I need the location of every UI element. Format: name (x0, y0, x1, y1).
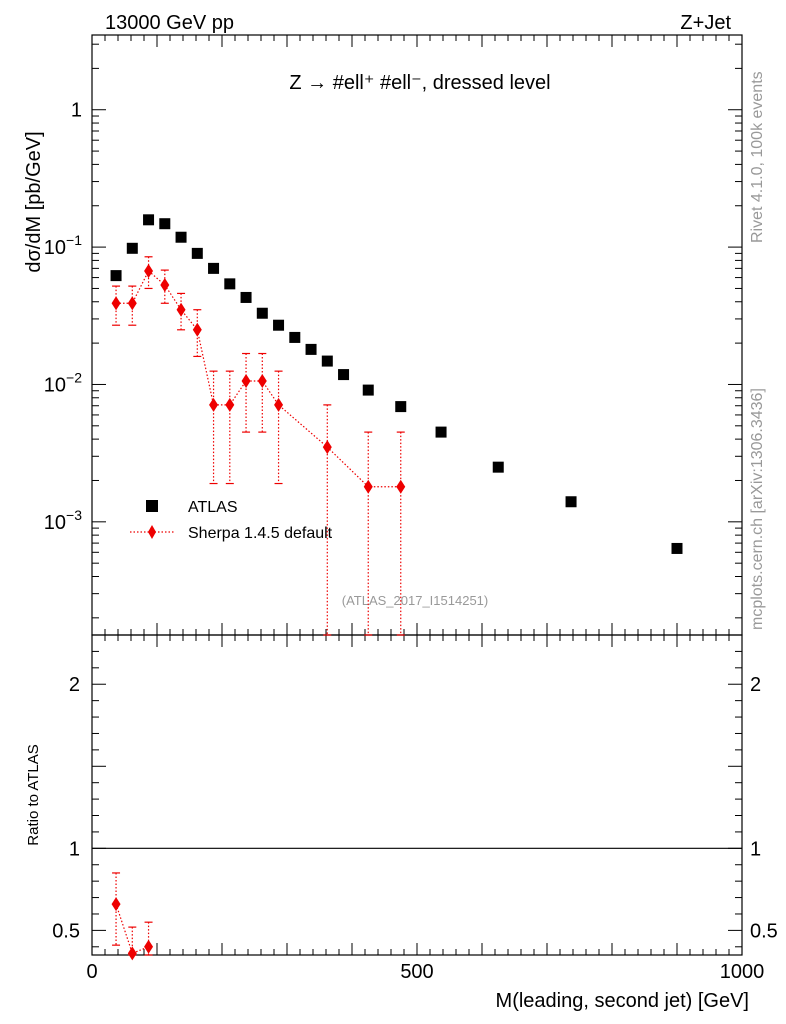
sherpa-point (396, 479, 406, 494)
main-plot-frame (91, 34, 743, 636)
sherpa-point (225, 397, 235, 412)
header-left: 13000 GeV pp (105, 12, 234, 34)
atlas-point (273, 319, 285, 331)
atlas-point (110, 270, 122, 282)
atlas-series (110, 214, 683, 554)
atlas-point (565, 496, 577, 508)
ratio-tick-label-right: 0.5 (750, 920, 778, 942)
sherpa-point (274, 397, 284, 412)
ratio-tick-label-left: 0.5 (52, 920, 80, 942)
header-right: Z+Jet (680, 12, 731, 34)
x-tick-label: 1000 (720, 961, 765, 983)
atlas-point (191, 247, 203, 259)
legend-atlas-label: ATLAS (188, 499, 238, 516)
sherpa-series (111, 256, 406, 636)
atlas-point (126, 242, 138, 254)
y-tick-label: 1 (71, 100, 82, 122)
ratio-series (111, 872, 154, 961)
legend-sherpa-marker (148, 525, 156, 539)
ratio-tick-label-right: 2 (750, 674, 761, 696)
legend-atlas-marker (146, 500, 158, 512)
sherpa-point (144, 263, 154, 278)
ratio-plot-frame (91, 634, 743, 956)
sherpa-point (322, 440, 332, 455)
atlas-point (289, 331, 301, 343)
legend: ATLAS Sherpa 1.4.5 default (130, 499, 333, 542)
x-axis-title: M(leading, second jet) [GeV] (496, 990, 749, 1012)
sherpa-point (363, 479, 373, 494)
atlas-point (395, 401, 407, 413)
y-tick-label: 10−1 (44, 232, 82, 259)
atlas-point (224, 278, 236, 290)
ratio-point (144, 939, 154, 954)
sherpa-point (209, 397, 219, 412)
ratio-tick-labels: 0.5 0.5 1 1 2 2 (52, 674, 778, 942)
atlas-point (338, 369, 350, 381)
atlas-point (175, 231, 187, 243)
plot-title: Z → #ell⁺ #ell⁻, dressed level (289, 72, 550, 94)
sherpa-point (192, 322, 202, 337)
sherpa-point (257, 373, 267, 388)
analysis-label: (ATLAS_2017_I1514251) (342, 593, 488, 608)
atlas-point (321, 355, 333, 367)
y-tick-labels: 10−3 10−2 10−1 1 (44, 100, 82, 534)
x-tick-labels: 0 500 1000 (86, 961, 764, 983)
atlas-point (256, 307, 268, 319)
rivet-version-label: Rivet 4.1.0, 100k events (749, 71, 766, 243)
ratio-point (127, 946, 137, 961)
main-axis-ticks (91, 35, 743, 635)
atlas-point (305, 343, 317, 355)
legend-sherpa-label: Sherpa 1.4.5 default (188, 525, 333, 542)
ratio-tick-label-right: 1 (750, 838, 761, 860)
atlas-point (671, 542, 683, 554)
sherpa-point (111, 296, 121, 311)
sherpa-line (116, 270, 401, 488)
ratio-point (111, 897, 121, 912)
atlas-point (435, 426, 447, 438)
sherpa-point (127, 296, 137, 311)
atlas-point (362, 384, 374, 396)
ratio-axis-ticks (91, 634, 743, 955)
sherpa-point (176, 302, 186, 317)
sherpa-point (160, 277, 170, 292)
atlas-point (492, 461, 504, 473)
y-tick-label: 10−3 (44, 507, 82, 534)
y-axis-title: dσ/dM [pb/GeV] (23, 131, 45, 272)
ratio-y-axis-title: Ratio to ATLAS (25, 744, 42, 845)
sherpa-point (241, 373, 251, 388)
ratio-line (115, 903, 149, 955)
x-tick-label: 0 (86, 961, 97, 983)
ratio-tick-label-left: 2 (69, 674, 80, 696)
atlas-point (240, 291, 252, 303)
atlas-point (159, 218, 171, 230)
atlas-point (208, 262, 220, 274)
x-tick-label: 500 (400, 961, 433, 983)
y-tick-label: 10−2 (44, 369, 82, 396)
mcplots-source-label: mcplots.cern.ch [arXiv:1306.3436] (749, 388, 766, 630)
atlas-point (143, 214, 155, 226)
ratio-tick-label-left: 1 (69, 838, 80, 860)
